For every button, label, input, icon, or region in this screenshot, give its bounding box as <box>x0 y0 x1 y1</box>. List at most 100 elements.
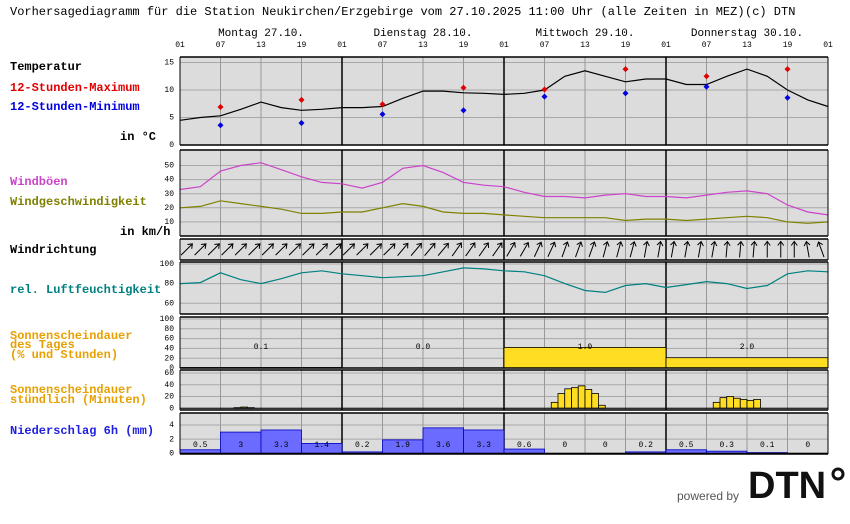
wind-arrow <box>410 242 422 256</box>
bar-label: 0.5 <box>193 441 208 450</box>
wind-arrow <box>656 240 664 258</box>
series-line <box>179 68 829 121</box>
wind-arrow <box>602 240 610 258</box>
wind-arrow <box>424 242 436 256</box>
wind-arrow <box>616 240 624 258</box>
wind-arrow <box>670 240 677 258</box>
wind-arrow <box>519 241 530 257</box>
sun-hour-label: Sonnenscheindauer <box>10 383 132 397</box>
y-tick-label: 50 <box>164 162 174 171</box>
y-tick-label: 0 <box>169 141 174 150</box>
wind-arrow <box>288 243 301 256</box>
y-tick-label: 40 <box>164 344 174 353</box>
y-tick-label: 4 <box>169 421 174 430</box>
bar-label: 0 <box>562 441 567 450</box>
wind-arrow <box>737 240 745 258</box>
y-tick-label: 80 <box>164 325 174 334</box>
wind-arrow <box>356 243 369 256</box>
bar-label: 3 <box>238 441 243 450</box>
hours-label: 0.1 <box>254 343 269 352</box>
day-label: Montag 27.10. <box>218 28 304 40</box>
hour-label: 01 <box>337 41 347 50</box>
wind-arrow <box>588 241 597 258</box>
wind-arrow <box>777 240 785 258</box>
series-line <box>179 200 829 224</box>
wind-arrow <box>315 243 328 256</box>
extreme-marker <box>298 120 305 126</box>
y-tick-label: 10 <box>164 218 174 227</box>
bar-label: 0.2 <box>355 441 370 450</box>
extreme-marker <box>460 84 467 91</box>
hour-label: 07 <box>216 41 226 50</box>
wind-arrow <box>506 241 516 257</box>
bar <box>746 400 755 409</box>
wind-arrow <box>697 240 704 258</box>
hour-label: 07 <box>378 41 388 50</box>
wind-arrow <box>533 241 543 257</box>
y-tick-label: 60 <box>164 299 174 308</box>
series-line <box>179 267 829 294</box>
extreme-marker <box>622 66 629 73</box>
y-tick-label: 2 <box>169 435 174 444</box>
extreme-marker <box>379 111 386 118</box>
temp-label: Temperatur <box>10 60 82 74</box>
bar-label: 3.6 <box>436 441 451 450</box>
bar <box>739 399 748 409</box>
y-tick-label: 15 <box>164 59 174 68</box>
y-tick-label: 100 <box>160 260 175 269</box>
bar <box>584 389 593 409</box>
wind-arrow <box>383 243 396 256</box>
hour-label: 13 <box>580 41 590 50</box>
hours-label: 0.0 <box>416 343 431 352</box>
wind-arrow <box>437 242 449 256</box>
bar-label: 0 <box>603 441 608 450</box>
sun-hour-label: stündlich (Minuten) <box>10 393 147 407</box>
day-label: Donnerstag 30.10. <box>691 28 803 40</box>
logo: DTN <box>748 465 826 507</box>
hour-label: 13 <box>742 41 752 50</box>
bar <box>179 449 221 454</box>
wind-arrow <box>683 240 691 258</box>
wind-arrow <box>302 243 315 256</box>
bar-label: 0.6 <box>517 441 532 450</box>
hour-label: 01 <box>823 41 833 50</box>
extreme-marker <box>217 104 224 111</box>
wind-arrow <box>547 241 557 257</box>
wind-arrow <box>492 242 503 257</box>
bar <box>726 396 734 409</box>
wind-arrow <box>816 241 825 258</box>
hour-label: 19 <box>297 41 307 50</box>
bar <box>422 427 464 454</box>
hour-label: 19 <box>621 41 631 50</box>
wind-arrow <box>790 240 798 258</box>
wind-arrow <box>207 243 220 256</box>
logo-dot <box>831 467 845 481</box>
hour-label: 01 <box>499 41 509 50</box>
extreme-marker <box>703 73 710 80</box>
extreme-marker <box>379 101 386 108</box>
extreme-marker <box>217 122 224 129</box>
hour-label: 01 <box>175 41 185 50</box>
bar <box>571 387 579 409</box>
extreme-marker <box>298 96 305 103</box>
bar-label: 0.2 <box>639 441 654 450</box>
wind-arrow <box>261 243 274 256</box>
wind-arrow <box>763 240 771 258</box>
y-tick-label: 30 <box>164 190 174 199</box>
bar <box>564 388 572 409</box>
extreme-marker <box>784 66 791 73</box>
legend-max: 12-Stunden-Maximum <box>10 81 140 95</box>
wind-arrow <box>194 243 207 256</box>
bar <box>550 401 559 409</box>
extreme-marker <box>784 94 791 101</box>
hour-label: 13 <box>418 41 428 50</box>
bar <box>577 385 586 409</box>
wind-arrow <box>342 243 355 256</box>
day-label: Dienstag 28.10. <box>373 28 472 40</box>
wind-arrow <box>803 240 811 258</box>
legend-gust: Windböen <box>10 175 68 189</box>
hour-label: 07 <box>702 41 712 50</box>
extreme-marker <box>541 86 548 93</box>
y-tick-label: 60 <box>164 335 174 344</box>
